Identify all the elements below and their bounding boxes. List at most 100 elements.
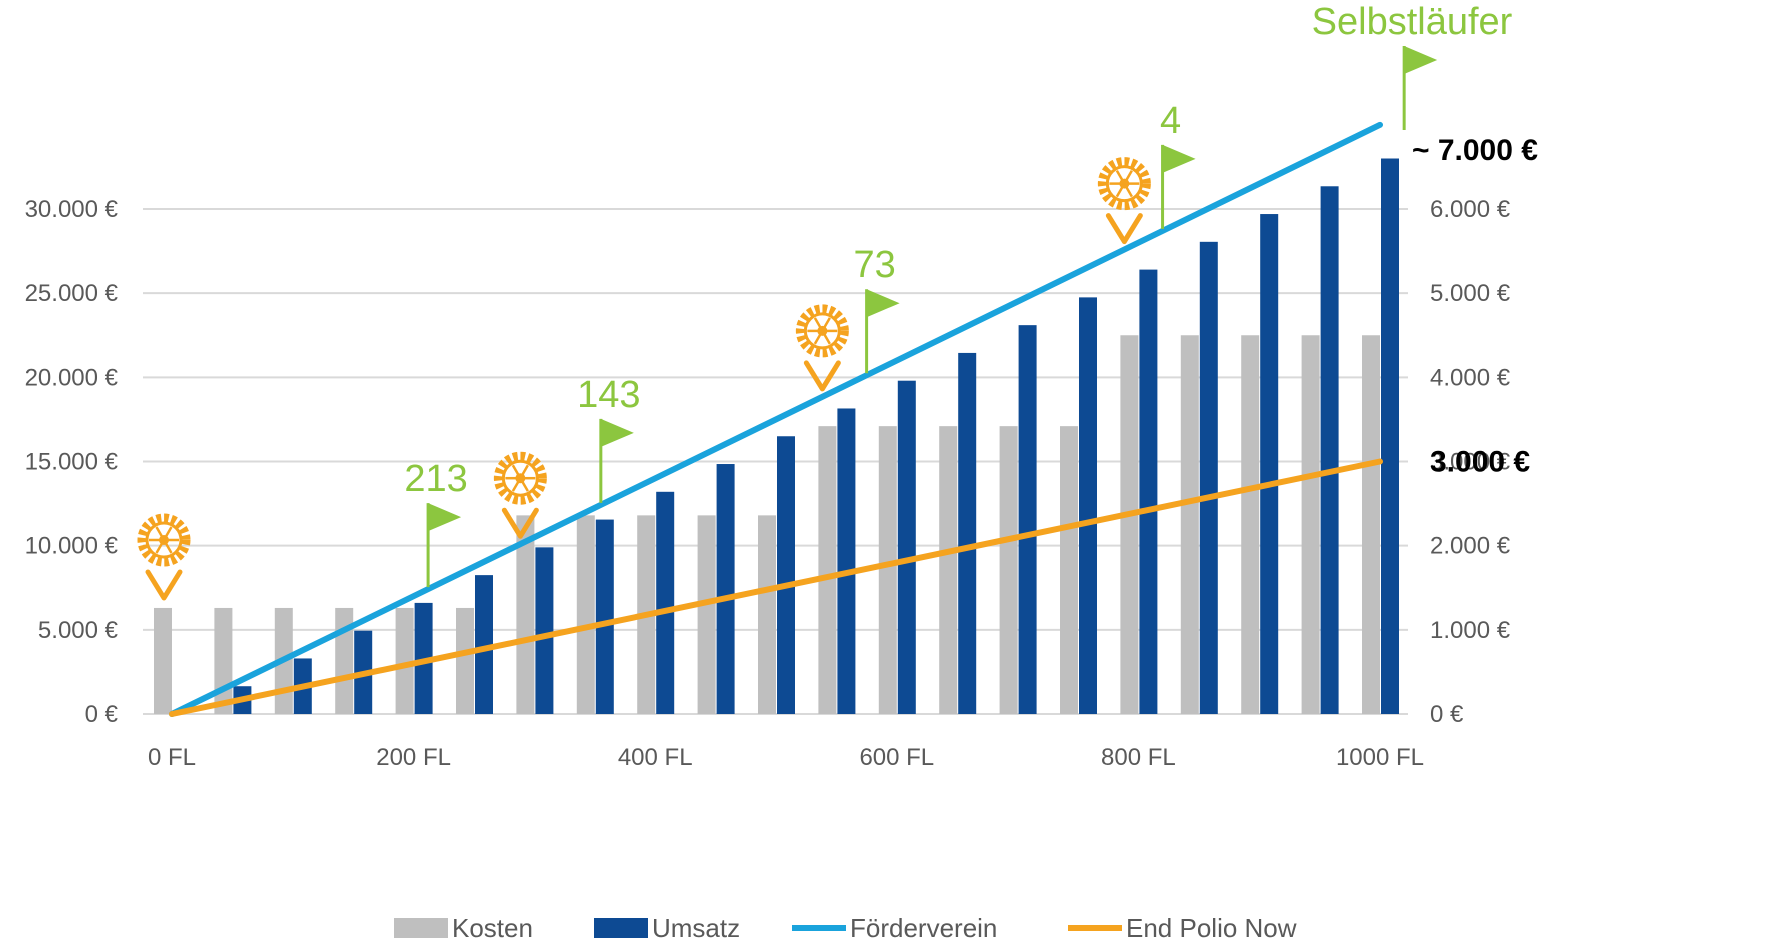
rotary-wheel-spoke xyxy=(1115,169,1126,185)
left-tick-label: 0 € xyxy=(85,701,119,728)
legend-kosten-swatch xyxy=(394,918,448,938)
bar-umsatz xyxy=(595,519,614,714)
x-tick-label: 600 FL xyxy=(859,744,934,771)
bar-kosten xyxy=(456,607,474,714)
rotary-wheel-spoke xyxy=(1115,182,1126,198)
rotary-wheel-rim xyxy=(1105,165,1143,203)
x-tick-label: 200 FL xyxy=(376,744,451,771)
bar-umsatz xyxy=(1079,297,1097,714)
bar-umsatz xyxy=(1018,325,1037,714)
location-pin-icon xyxy=(501,507,539,539)
left-tick-label: 20.000 € xyxy=(25,364,119,391)
bar-kosten xyxy=(818,426,837,714)
flag-icon xyxy=(600,418,634,447)
bar-kosten xyxy=(1120,335,1139,714)
location-pin-icon xyxy=(803,360,841,392)
bar-kosten xyxy=(1241,335,1260,714)
x-tick-label: 0 FL xyxy=(148,744,196,771)
right-tick-label: 0 € xyxy=(1430,701,1464,728)
left-tick-label: 25.000 € xyxy=(25,280,119,307)
left-tick-label: 10.000 € xyxy=(25,533,119,560)
rotary-wheel-spoke xyxy=(511,477,522,492)
rotary-wheel-teeth xyxy=(137,513,191,567)
left-axis: 0 € 5.000 € 10.000 € 15.000 € 20.000 € 25.000… xyxy=(25,196,119,728)
line-end-polio-now xyxy=(169,458,1383,717)
rotary-wheel-spoke xyxy=(519,464,529,479)
bar-kosten xyxy=(939,426,958,714)
rotary-wheel-icon xyxy=(795,304,849,392)
bar-kosten xyxy=(154,607,172,714)
legend-kosten-label: Kosten xyxy=(452,913,533,939)
bar-umsatz xyxy=(1381,158,1399,714)
right-tick-label: 5.000 € xyxy=(1430,280,1511,307)
location-pin-icon xyxy=(145,569,183,601)
bar-umsatz xyxy=(897,380,916,714)
x-tick-label: 800 FL xyxy=(1101,744,1176,771)
bar-umsatz xyxy=(716,464,735,714)
rotary-wheel-icon xyxy=(137,513,191,601)
axis-annotation: 3.000 € xyxy=(1430,446,1530,479)
rotary-wheel-spoke xyxy=(813,330,824,345)
right-axis: 0 € 1.000 € 2.000 € 3.000 € 4.000 € 5.000 € 6.… xyxy=(1430,196,1511,728)
bar-umsatz xyxy=(535,547,554,714)
rotary-wheel-teeth xyxy=(795,304,849,358)
rotary-wheel-spoke xyxy=(821,317,831,332)
rotary-wheel-rim xyxy=(501,459,539,497)
rotary-wheel-spoke xyxy=(813,317,824,332)
flag-icon xyxy=(428,503,462,532)
right-tick-label: 6.000 € xyxy=(1430,196,1511,223)
axis-annotation: ~ 7.000 € xyxy=(1412,134,1538,167)
bar-kosten xyxy=(758,515,776,714)
x-tick-label: 1000 FL xyxy=(1336,744,1424,771)
rotary-wheel-spoke xyxy=(1123,182,1133,198)
rotary-wheel-spoke xyxy=(155,526,166,541)
rotary-wheel-teeth xyxy=(493,451,547,505)
flag-icon xyxy=(1404,46,1438,74)
bar-kosten xyxy=(878,426,897,714)
markers: 213 143 73 4 Selbstläufer xyxy=(137,1,1513,601)
line-foerderverein xyxy=(169,121,1383,717)
line-series xyxy=(169,121,1383,717)
bar-umsatz xyxy=(1320,186,1339,714)
annotations: ~ 7.000 € 3.000 € xyxy=(1412,134,1538,479)
rotary-wheel-spoke xyxy=(162,526,173,541)
flag-icon xyxy=(1162,144,1196,173)
rotary-wheel-spoke xyxy=(821,330,831,345)
rotary-wheel-rim xyxy=(803,312,841,350)
right-tick-label: 2.000 € xyxy=(1430,533,1511,560)
bar-kosten xyxy=(1301,335,1320,714)
bar-umsatz xyxy=(958,352,977,714)
flag-label: 143 xyxy=(577,374,640,416)
rotary-wheel-spoke xyxy=(511,464,522,479)
bar-kosten xyxy=(999,426,1018,714)
bar-umsatz xyxy=(837,408,856,714)
bar-umsatz xyxy=(1139,269,1158,714)
left-tick-label: 15.000 € xyxy=(25,449,119,476)
flag-label: Selbstläufer xyxy=(1312,1,1513,43)
legend-foerderverein-label: Förderverein xyxy=(850,913,997,939)
rotary-wheel-spoke xyxy=(519,477,529,492)
x-axis: 0 FL 200 FL 400 FL 600 FL 800 FL 1000 FL xyxy=(148,744,1424,771)
bar-kosten xyxy=(395,607,414,714)
bar-kosten xyxy=(516,515,535,714)
rotary-wheel-spoke xyxy=(162,539,173,554)
left-tick-label: 30.000 € xyxy=(25,196,119,223)
bar-series xyxy=(154,158,1399,715)
bar-kosten xyxy=(1060,426,1078,714)
flag-label: 213 xyxy=(404,458,467,500)
flag-label: 4 xyxy=(1160,100,1181,142)
x-tick-label: 400 FL xyxy=(618,744,693,771)
rotary-wheel-icon xyxy=(493,451,547,539)
flag-icon xyxy=(866,289,900,318)
location-pin-icon xyxy=(1105,213,1143,245)
right-tick-label: 4.000 € xyxy=(1430,364,1511,391)
left-tick-label: 5.000 € xyxy=(38,617,119,644)
rotary-wheel-icon xyxy=(1097,157,1151,245)
rotary-wheel-spoke xyxy=(1123,169,1133,185)
bar-umsatz xyxy=(1199,241,1218,714)
bar-umsatz xyxy=(777,436,795,714)
rotary-wheel-rim xyxy=(145,521,183,559)
rotary-wheel-teeth xyxy=(1097,157,1151,211)
bar-kosten xyxy=(214,607,233,714)
